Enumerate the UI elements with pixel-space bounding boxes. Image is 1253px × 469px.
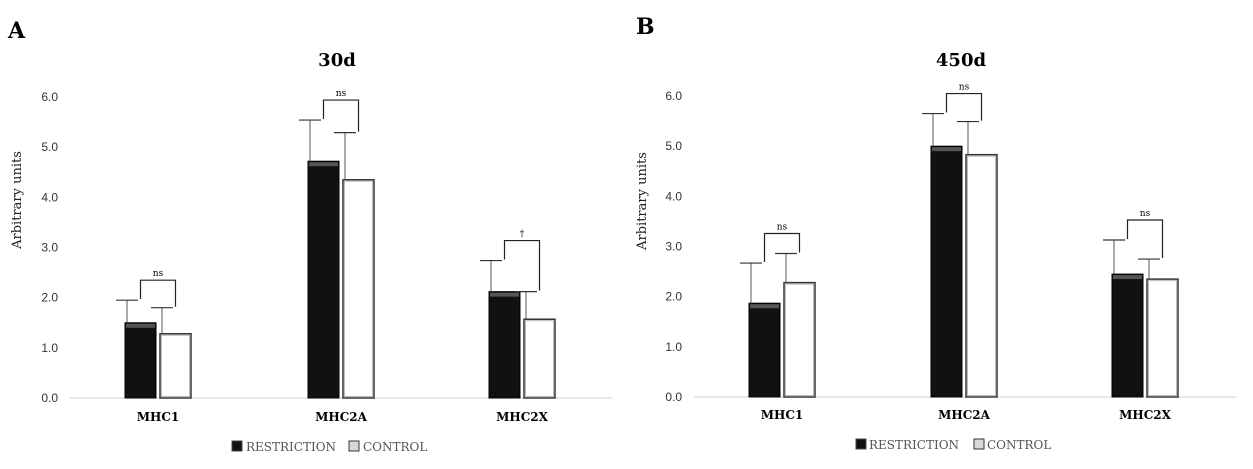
significance-bracket bbox=[945, 92, 983, 121]
category-label: MHC1 bbox=[761, 408, 804, 422]
bar-restriction-mhc2x bbox=[488, 291, 521, 399]
bar-control-mhc1 bbox=[783, 281, 816, 398]
bar-restriction-mhc1 bbox=[124, 322, 157, 399]
legend-label-control: CONTROL bbox=[987, 438, 1051, 452]
bar-top-highlight bbox=[126, 323, 155, 328]
y-tick-label: 3.0 bbox=[665, 240, 682, 254]
panel-b: B 450d Arbitrary units 0.0 1.0 2.0 3.0 4.0 5.… bbox=[635, 14, 1236, 452]
bar-restriction-mhc2x bbox=[1111, 273, 1144, 398]
y-tick-label: 2.0 bbox=[41, 291, 58, 305]
error-bars bbox=[740, 112, 1160, 304]
bar-top-highlight bbox=[309, 162, 338, 167]
legend-label-restriction: RESTRICTION bbox=[246, 440, 336, 454]
category-label: MHC1 bbox=[137, 410, 180, 424]
y-axis-label: Arbitrary units bbox=[10, 151, 25, 250]
category-label: MHC2X bbox=[496, 410, 549, 424]
y-tick-label: 6.0 bbox=[665, 89, 682, 103]
significance-label: ns bbox=[1140, 209, 1151, 219]
significance-bracket bbox=[503, 239, 541, 291]
bar-control-mhc2a bbox=[342, 179, 375, 399]
category-label: MHC2A bbox=[315, 410, 368, 424]
legend-label-restriction: RESTRICTION bbox=[869, 438, 959, 452]
legend-label-control: CONTROL bbox=[363, 440, 427, 454]
bars bbox=[124, 160, 556, 399]
y-tick-label: 0.0 bbox=[41, 391, 58, 405]
bar-inner-shade bbox=[344, 180, 373, 397]
significance-label: ns bbox=[336, 89, 347, 99]
y-tick-label: 0.0 bbox=[665, 390, 682, 404]
y-tick-label: 5.0 bbox=[41, 140, 58, 154]
significance-label: ns bbox=[777, 223, 788, 233]
panel-letter: B bbox=[636, 14, 655, 40]
significance-bracket bbox=[322, 99, 360, 132]
significance-label: ns bbox=[153, 269, 164, 279]
bar-control-mhc2x bbox=[523, 318, 556, 399]
legend-swatch-control bbox=[348, 440, 360, 452]
category-labels: MHC1 MHC2A MHC2X bbox=[761, 408, 1172, 422]
y-tick-label: 2.0 bbox=[665, 290, 682, 304]
bar-top-highlight bbox=[932, 147, 961, 152]
bar-inner-shade bbox=[1148, 280, 1177, 397]
bar-inner-shade bbox=[161, 334, 190, 397]
y-tick-label: 1.0 bbox=[41, 341, 58, 355]
y-tick-label: 5.0 bbox=[665, 139, 682, 153]
significance-label: † bbox=[520, 230, 525, 240]
significance-brackets: ns ns † bbox=[139, 89, 541, 307]
significance-bracket bbox=[763, 232, 801, 263]
y-tick-label: 4.0 bbox=[665, 189, 682, 203]
bar-top-highlight bbox=[1113, 275, 1142, 280]
bar-control-mhc2x bbox=[1146, 278, 1179, 398]
panel-letter: A bbox=[7, 18, 26, 44]
significance-label: ns bbox=[959, 83, 970, 93]
category-label: MHC2A bbox=[938, 408, 991, 422]
chart-title: 450d bbox=[936, 50, 987, 71]
category-labels: MHC1 MHC2A MHC2X bbox=[137, 410, 549, 424]
y-tick-label: 3.0 bbox=[41, 241, 58, 255]
bar-top-highlight bbox=[750, 304, 779, 309]
bar-inner-shade bbox=[967, 155, 996, 396]
bar-restriction-mhc2a bbox=[307, 160, 340, 399]
legend-swatch-restriction bbox=[855, 438, 867, 450]
panel-a: A 30d Arbitrary units 0.0 1.0 2.0 3.0 4.0 5.0… bbox=[7, 18, 612, 454]
y-tick-label: 6.0 bbox=[41, 90, 58, 104]
bars bbox=[748, 145, 1179, 398]
legend-swatch-control bbox=[973, 438, 985, 450]
bar-control-mhc2a bbox=[965, 153, 998, 398]
bar-restriction-mhc2a bbox=[930, 145, 963, 398]
significance-bracket bbox=[139, 279, 177, 307]
y-tick-label: 4.0 bbox=[41, 190, 58, 204]
legend: RESTRICTION CONTROL bbox=[855, 438, 1051, 452]
bar-restriction-mhc1 bbox=[748, 302, 781, 398]
y-tick-labels: 0.0 1.0 2.0 3.0 4.0 5.0 6.0 bbox=[41, 90, 58, 405]
bar-top-highlight bbox=[490, 292, 519, 297]
significance-brackets: ns ns ns bbox=[763, 83, 1164, 263]
legend-swatch-restriction bbox=[231, 440, 243, 452]
chart-title: 30d bbox=[318, 50, 356, 71]
y-tick-labels: 0.0 1.0 2.0 3.0 4.0 5.0 6.0 bbox=[665, 89, 682, 404]
error-bars bbox=[116, 119, 537, 334]
legend: RESTRICTION CONTROL bbox=[231, 440, 427, 454]
significance-bracket bbox=[1126, 219, 1164, 259]
y-axis-label: Arbitrary units bbox=[635, 152, 650, 251]
category-label: MHC2X bbox=[1119, 408, 1172, 422]
bar-inner-shade bbox=[525, 320, 554, 398]
bar-inner-shade bbox=[785, 283, 814, 396]
bar-control-mhc1 bbox=[159, 333, 192, 399]
y-tick-label: 1.0 bbox=[665, 340, 682, 354]
